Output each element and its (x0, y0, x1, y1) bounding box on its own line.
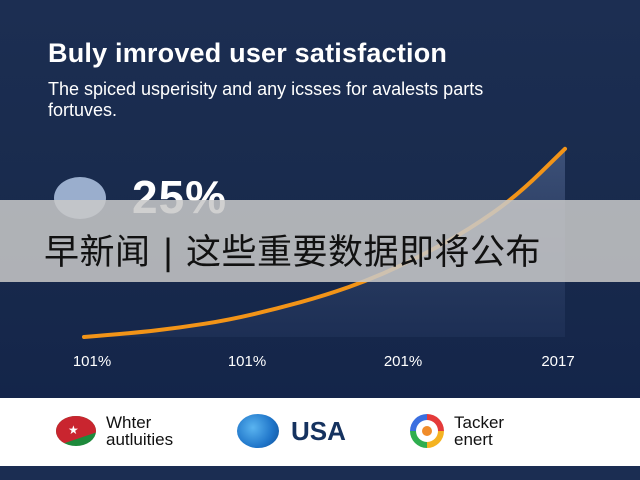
ring-icon (410, 414, 444, 448)
page-subtitle: The spiced usperisity and any icsses for… (48, 79, 484, 120)
logo-usa[interactable]: USA (237, 414, 346, 448)
line-chart: 101% 101% 201% 2017 (73, 146, 574, 370)
footer-bar (0, 466, 640, 480)
footer: ★ Whter autluities USA Tacker enert (0, 398, 640, 466)
logo-name: Whter autluities (106, 413, 174, 449)
x-tick-label: 101% (73, 353, 111, 370)
x-tick-label: 101% (228, 353, 266, 370)
area-fill (84, 148, 565, 337)
logo-name: Tacker enert (454, 413, 505, 449)
globe-icon (237, 414, 279, 448)
x-tick-label: 2017 (541, 353, 574, 370)
logo-tacker[interactable]: Tacker enert (410, 414, 504, 448)
banner-text: 早新闻 | 这些重要数据即将公布 (44, 233, 542, 273)
flag-icon: ★ (56, 416, 96, 446)
logo-name: USA (291, 415, 346, 446)
logo-whter[interactable]: ★ Whter autluities (56, 414, 173, 448)
page-title: Buly imroved user satisfaction (48, 38, 448, 68)
x-tick-label: 201% (384, 353, 422, 370)
news-banner (0, 200, 640, 282)
